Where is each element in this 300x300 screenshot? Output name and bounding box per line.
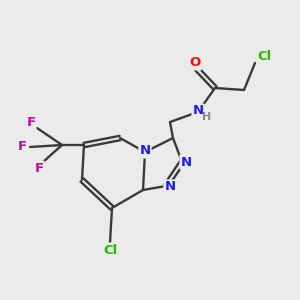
Text: F: F <box>26 116 36 128</box>
Text: F: F <box>34 161 43 175</box>
Text: H: H <box>202 112 211 122</box>
Text: N: N <box>192 104 204 118</box>
Text: Cl: Cl <box>258 50 272 62</box>
Text: N: N <box>180 155 192 169</box>
Text: N: N <box>164 181 175 194</box>
Text: F: F <box>17 140 27 154</box>
Text: Cl: Cl <box>103 244 117 256</box>
Text: N: N <box>140 145 151 158</box>
Text: O: O <box>189 56 201 70</box>
